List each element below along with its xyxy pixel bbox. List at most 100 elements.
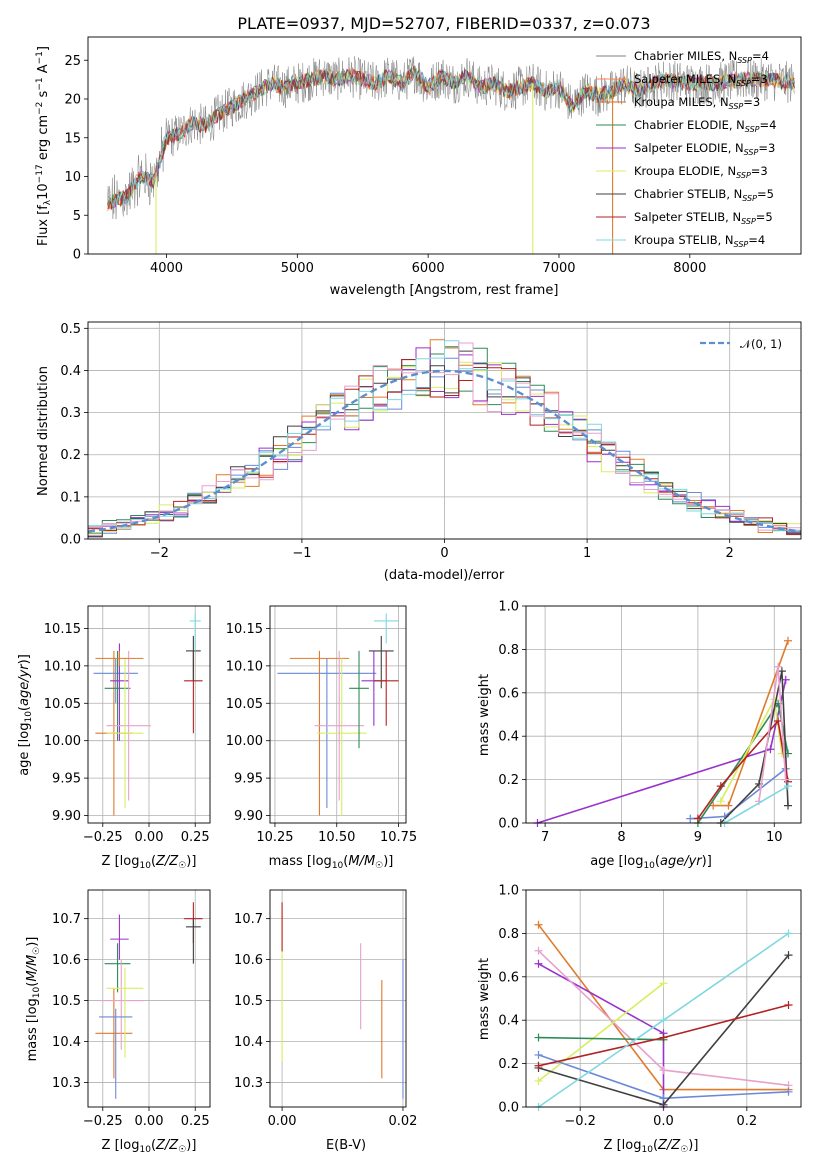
y-tick-label: 10.6 — [234, 953, 263, 968]
small-panels: −0.25 0.00 0.25 9.90 9.95 10.00 10.05 10.10 10.1… — [44, 600, 802, 1129]
mass-weight-marker — [686, 814, 695, 823]
y-tick-label: 0.6 — [498, 686, 519, 701]
y-tick-label: 10.6 — [52, 953, 81, 968]
legend-label: Kroupa ELODIE, NSSP=3 — [634, 164, 768, 180]
legend-label: Salpeter ELODIE, NSSP=3 — [634, 141, 775, 157]
mass-weight-line — [758, 666, 787, 802]
mass-vs-ebv-panel: 0.00 0.02 10.3 10.4 10.5 10.6 10.7 — [234, 889, 418, 1129]
mass-ebv-xlabel: E(B-V) — [326, 1138, 366, 1153]
mass-vs-Z-grid — [88, 890, 210, 1107]
normal-curve-line — [87, 369, 802, 533]
y-tick-label: 15 — [64, 131, 81, 146]
y-tick-label: 9.90 — [234, 809, 263, 824]
y-tick-label: 10 — [64, 170, 81, 185]
y-tick-label: 0.4 — [60, 364, 81, 379]
y-tick-label: 10.4 — [52, 1035, 81, 1050]
age-vs-Z-panel: −0.25 0.00 0.25 9.90 9.95 10.00 10.05 10.10 10.1… — [44, 605, 211, 845]
age-vs-mass-grid — [270, 606, 406, 823]
mw-age-xlabel: age [log10(age/yr)] — [590, 854, 712, 871]
residual-ylabel: Normed distribution — [36, 366, 51, 496]
age-vs-Z-grid — [88, 606, 210, 823]
mass-weight-line — [538, 1036, 664, 1041]
mw-z-xlabel: Z [log10(Z/Z☉)] — [604, 1138, 699, 1155]
y-tick-label: 0.8 — [498, 927, 519, 942]
y-tick-label: 10.00 — [44, 734, 81, 749]
mass-weight-marker — [659, 1100, 668, 1109]
legend-label: Chabrier STELIB, NSSP=5 — [634, 187, 774, 203]
y-tick-label: 25 — [64, 54, 81, 69]
mass-weight-vs-Z-plot — [534, 920, 793, 1111]
x-tick-label: 6000 — [412, 261, 445, 276]
y-tick-label: 0.4 — [498, 1014, 519, 1029]
y-tick-label: 1.0 — [498, 600, 519, 615]
model-spectrum-line — [107, 67, 795, 208]
y-tick-label: 10.10 — [226, 659, 263, 674]
y-tick-label: 10.05 — [44, 697, 81, 712]
mass-z-ylabel: mass [log10(M/M☉)] — [25, 937, 42, 1062]
y-tick-label: 10.15 — [44, 622, 81, 637]
mass-weight-marker — [534, 959, 543, 968]
mass-weight-marker — [781, 775, 790, 784]
x-tick-label: 0.02 — [389, 1114, 418, 1129]
x-tick-label: 10.25 — [256, 830, 293, 845]
spectrum-title: PLATE=0937, MJD=52707, FIBERID=0337, z=0… — [237, 14, 650, 33]
mass-weight-marker — [534, 946, 543, 955]
y-tick-label: 10.7 — [234, 912, 263, 927]
y-tick-label: 10.5 — [52, 994, 81, 1009]
x-tick-label: 0.2 — [736, 1114, 757, 1129]
spectrum-xlabel: wavelength [Angstrom, rest frame] — [330, 283, 559, 298]
x-tick-label: 8000 — [673, 261, 706, 276]
mass-weight-marker — [784, 951, 793, 960]
y-tick-label: 10.05 — [226, 697, 263, 712]
y-tick-label: 0.6 — [498, 970, 519, 985]
y-tick-label: 10.10 — [44, 659, 81, 674]
age-vs-Z-plot — [93, 613, 203, 816]
y-tick-label: 10.3 — [234, 1076, 263, 1091]
mass-vs-Z-frame — [87, 889, 211, 1108]
legend-label: Salpeter STELIB, NSSP=5 — [634, 210, 773, 226]
x-tick-label: 8 — [617, 830, 625, 845]
observed-spectrum-line — [107, 56, 795, 220]
mass-weight-marker — [659, 1066, 668, 1075]
x-tick-label: 5000 — [281, 261, 314, 276]
age-mass-xlabel: mass [log10(M/M☉)] — [269, 854, 394, 871]
spectrum-frame — [87, 36, 802, 255]
x-tick-label: 1 — [583, 546, 591, 561]
spectrum-ylabel: Flux [fλ10−17 erg cm−2 s−1 A−1] — [35, 46, 53, 246]
x-tick-label: −0.25 — [83, 1114, 123, 1129]
y-tick-label: 10.5 — [234, 994, 263, 1009]
spectrum-plot — [107, 56, 795, 254]
residual-histogram-line — [88, 340, 801, 531]
legend-label: Chabrier MILES, NSSP=4 — [634, 49, 769, 65]
age-vs-mass-panel: 10.25 10.50 10.75 9.90 9.95 10.00 10.05 10.10 10… — [226, 605, 417, 845]
age-vs-Z-frame — [87, 605, 211, 824]
mass-weight-marker — [777, 667, 786, 676]
x-tick-label: 0.00 — [268, 1114, 297, 1129]
age-vs-mass-frame — [269, 605, 407, 824]
mass-weight-vs-Z-panel: −0.2 0.0 0.2 0.0 0.2 0.4 0.6 0.8 1.0 — [498, 884, 802, 1129]
mass-weight-marker — [784, 636, 793, 645]
y-tick-label: 0.0 — [60, 533, 81, 548]
y-tick-label: 0.5 — [60, 322, 81, 337]
x-tick-label: 7000 — [542, 261, 575, 276]
x-tick-label: −0.25 — [83, 830, 123, 845]
x-tick-label: 7 — [541, 830, 549, 845]
x-tick-label: −1 — [292, 546, 311, 561]
y-tick-label: 10.4 — [234, 1035, 263, 1050]
x-tick-label: 0 — [440, 546, 448, 561]
mass-weight-marker — [784, 801, 793, 810]
x-tick-label: 10 — [766, 830, 783, 845]
legend-label: Kroupa MILES, NSSP=3 — [634, 95, 760, 111]
x-tick-label: 10.50 — [318, 830, 355, 845]
y-tick-label: 9.90 — [52, 809, 81, 824]
x-tick-label: 9 — [694, 830, 702, 845]
mass-weight-marker — [784, 929, 793, 938]
mass-weight-marker — [534, 1076, 543, 1085]
residual-plot — [87, 339, 802, 538]
mass-weight-marker — [784, 1087, 793, 1096]
mass-vs-ebv-grid — [270, 890, 406, 1107]
mass-weight-marker — [766, 745, 775, 754]
mass-vs-ebv-plot — [281, 902, 404, 1099]
mass-weight-marker — [716, 797, 725, 806]
spectrum-legend: Chabrier MILES, NSSP=4 Salpeter MILES, NS… — [596, 49, 776, 249]
